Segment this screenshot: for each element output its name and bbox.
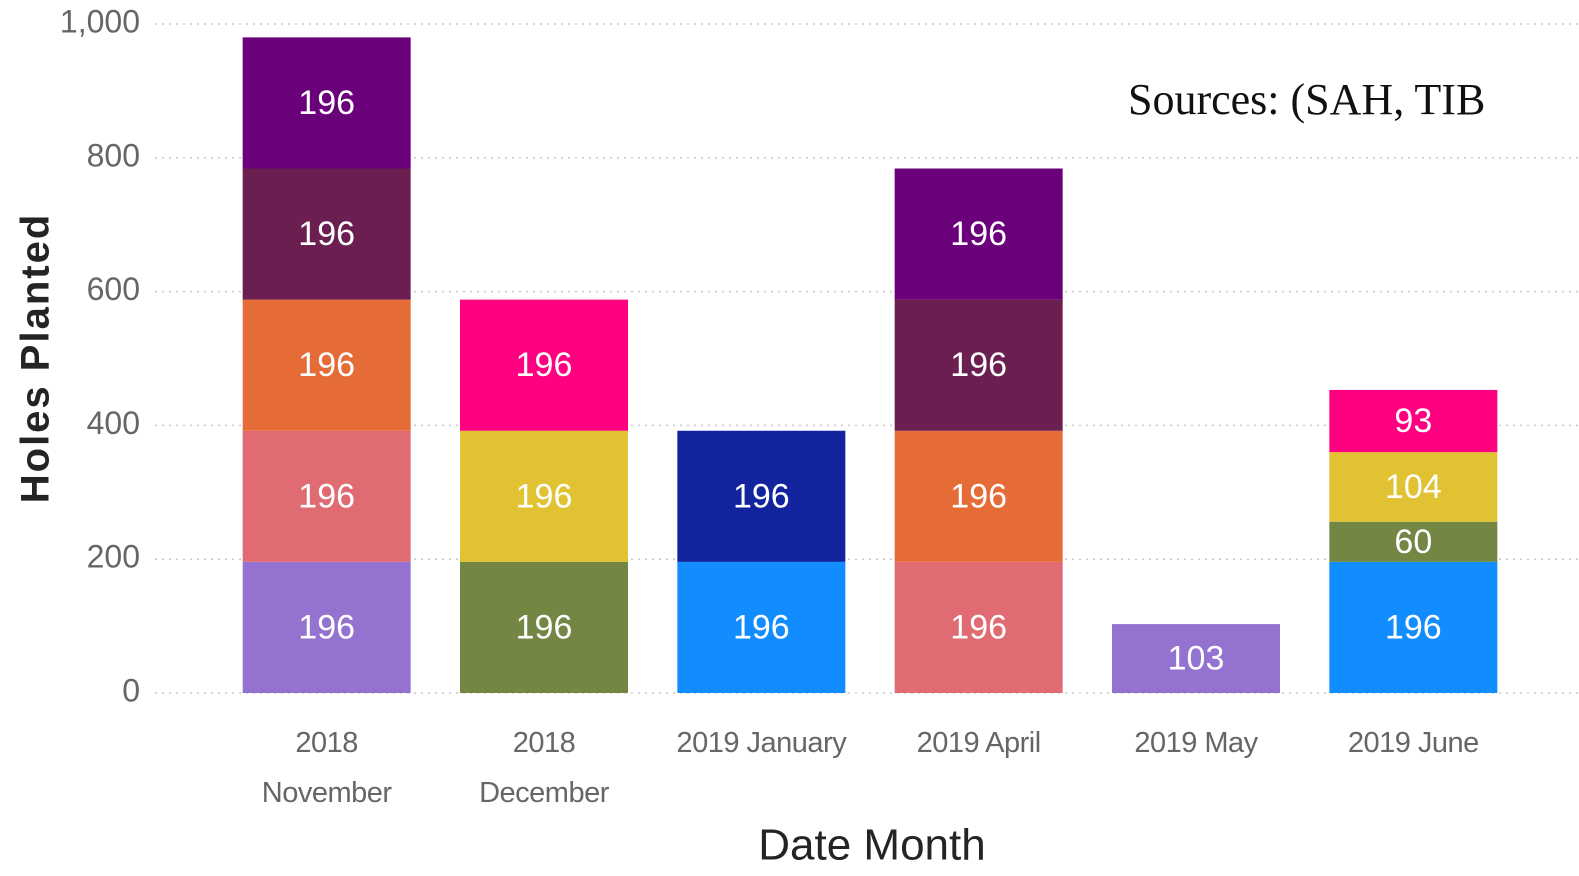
data-label: 196 <box>516 608 573 646</box>
data-label: 196 <box>298 346 355 384</box>
data-label: 196 <box>1385 608 1442 646</box>
bar-segment <box>242 37 411 169</box>
y-tick-label: 800 <box>87 137 140 173</box>
bar-segment <box>1329 389 1498 453</box>
bar-segment <box>242 561 411 693</box>
data-label: 196 <box>298 84 355 122</box>
x-tick-label: 2019 April <box>916 727 1042 759</box>
bar-segment <box>460 299 628 431</box>
bar-segment <box>677 561 846 693</box>
bar-segment <box>1112 624 1280 693</box>
x-tick-label: 2019 May <box>1134 727 1258 759</box>
bar-segment <box>242 430 411 562</box>
x-tick-label: 2019 June <box>1347 727 1479 759</box>
data-label: 103 <box>1168 640 1225 678</box>
y-tick-label: 200 <box>87 539 140 575</box>
x-tick-label: 2018 November <box>261 727 392 809</box>
bar-segment <box>1329 561 1498 693</box>
bar-segment <box>242 168 411 300</box>
bar-segment <box>677 430 846 562</box>
data-label: 196 <box>950 346 1007 384</box>
data-label: 196 <box>950 215 1007 253</box>
x-axis-title: Date Month <box>758 821 985 870</box>
bar-segment <box>1329 521 1498 562</box>
data-label: 196 <box>298 608 355 646</box>
data-label: 196 <box>298 215 355 253</box>
data-label: 60 <box>1394 523 1432 561</box>
data-label: 196 <box>516 346 573 384</box>
x-tick-label: 2019 January <box>676 727 847 759</box>
y-tick-label: 600 <box>87 271 140 307</box>
y-tick-label: 0 <box>122 672 140 708</box>
data-label: 93 <box>1394 402 1432 440</box>
bar-segment <box>460 430 628 562</box>
bar-segment <box>242 299 411 431</box>
data-label: 104 <box>1385 468 1442 506</box>
data-label: 196 <box>733 608 790 646</box>
x-tick-label: 2018 December <box>479 727 609 809</box>
bar-segment <box>460 561 628 693</box>
bar-segment <box>894 299 1063 431</box>
data-label: 196 <box>298 477 355 515</box>
data-label: 196 <box>950 608 1007 646</box>
y-tick-label: 1,000 <box>60 3 140 39</box>
bar-segment <box>894 430 1063 562</box>
data-label: 196 <box>950 477 1007 515</box>
y-axis-title: Holes Planted <box>14 213 58 504</box>
bar-segment <box>894 168 1063 300</box>
bar-segment <box>1329 452 1498 522</box>
annotation: Sources: (SAH, TIB <box>1128 75 1485 124</box>
y-tick-label: 400 <box>87 405 140 441</box>
bar-segment <box>894 561 1063 693</box>
data-label: 196 <box>516 477 573 515</box>
data-label: 196 <box>733 477 790 515</box>
